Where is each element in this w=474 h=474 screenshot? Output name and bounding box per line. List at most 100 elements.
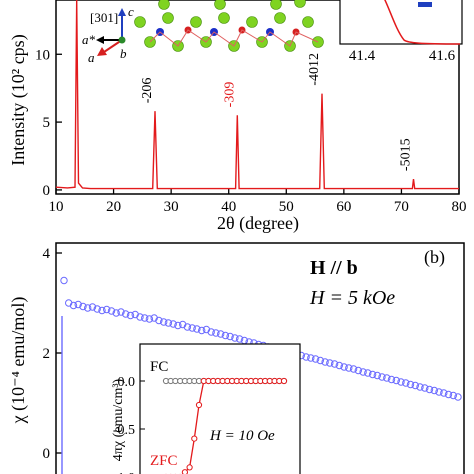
b-data-point	[169, 320, 177, 328]
a-xlabel: 2θ (degree)	[217, 213, 299, 234]
axis-a-arrow	[103, 39, 123, 53]
a-y-ticks: 0 5 10	[35, 47, 62, 199]
a-frame	[55, 0, 460, 195]
b-data-point	[392, 376, 400, 385]
axis-astar-label: a*	[82, 32, 96, 47]
b-data-point	[416, 383, 424, 391]
b-inset-zfc-point	[191, 435, 198, 442]
b-inset-zfc-label: ZFC	[150, 453, 178, 469]
b-data-point	[212, 329, 220, 337]
b-data-point	[326, 359, 334, 367]
b-data-point	[117, 308, 125, 316]
b-data-point	[103, 305, 111, 314]
b-data-point	[444, 390, 453, 399]
atom-green	[162, 12, 174, 24]
b-data-point	[354, 366, 362, 375]
b-data-point	[145, 315, 154, 323]
b-data-point	[387, 375, 396, 384]
atom-green	[270, 0, 282, 10]
b-field-value: H = 5 kOe	[309, 287, 395, 309]
a-x-tick-label: 10	[49, 199, 64, 215]
b-data-point	[349, 365, 358, 373]
b-data-point	[217, 330, 225, 338]
atom-green	[134, 16, 146, 28]
a-x-tick-label: 40	[221, 199, 236, 215]
b-frame	[55, 242, 465, 474]
a-peak-label: -5015	[399, 138, 414, 171]
b-data-point	[60, 276, 68, 285]
b-inset-y-ticks: 0.0 -0.5 -1.0	[113, 375, 145, 474]
b-data-point	[435, 388, 443, 396]
b-panel-label: (b)	[424, 247, 445, 268]
b-data-point	[93, 305, 101, 313]
b-y-tick-label: 2	[43, 346, 51, 362]
b-data-point	[316, 356, 324, 365]
axis-b-label: b	[120, 46, 127, 61]
b-data-point	[79, 302, 87, 311]
b-data-point	[193, 325, 201, 333]
atom-green	[214, 0, 226, 10]
b-data-point	[88, 303, 97, 311]
b-data-point	[368, 370, 377, 379]
b-data-point	[231, 334, 239, 342]
atom-green	[274, 12, 286, 24]
b-ylabel: χ (10⁻⁴ emu/mol)	[8, 297, 29, 425]
b-data-point	[126, 311, 135, 320]
b-data-point	[164, 319, 173, 327]
a-zoom-inset: 41.4 41.6	[339, 0, 463, 64]
b-data-point	[188, 324, 196, 332]
b-data-point	[302, 353, 310, 361]
a-zoom-tick-1: 41.4	[349, 48, 376, 64]
a-y-tick-label: 10	[35, 47, 50, 63]
a-peak-label: -4012	[307, 53, 322, 86]
b-data-point	[430, 386, 438, 395]
dir-label: [301]	[90, 10, 118, 25]
b-data-point	[74, 300, 82, 309]
atom-green	[246, 16, 258, 28]
a-x-tick-label: 30	[164, 199, 179, 215]
b-field-direction: H // b	[310, 257, 358, 279]
axis-a-label: a	[88, 50, 95, 65]
b-data-point	[307, 354, 315, 362]
b-data-point	[397, 378, 405, 386]
b-data-point	[378, 373, 386, 381]
b-data-point	[335, 361, 343, 370]
a-zoom-peak	[384, 0, 461, 45]
a-ylabel: Intensity (10² cps)	[8, 34, 29, 165]
b-data-point	[69, 301, 78, 310]
a-zoom-tick-2: 41.6	[429, 48, 456, 64]
a-peak-labels: -206 -309 -4012 -5015	[140, 53, 413, 171]
b-inset-y-tick-label: -1.0	[113, 471, 135, 474]
a-x-tick-label: 50	[279, 199, 294, 215]
structure-inset: [301] c a* a b	[82, 0, 324, 65]
b-y-tick-label: 4	[43, 246, 51, 262]
b-data-point	[454, 393, 462, 401]
b-data-point	[330, 360, 339, 368]
crystal-structure	[134, 0, 324, 52]
b-data-point	[141, 314, 149, 322]
b-data-point	[84, 304, 92, 312]
atom-green	[218, 12, 230, 24]
a-y-tick-label: 0	[43, 183, 51, 199]
b-inset-zfc-point	[195, 401, 203, 409]
b-data-point	[425, 385, 434, 394]
b-data-point	[198, 326, 206, 335]
b-data-point	[183, 323, 192, 331]
panel-a: Intensity (10² cps) 0 5 10 10 20 30 40 50 60 70 8…	[8, 0, 467, 234]
bond-line	[149, 29, 319, 47]
axis-astar-arrowhead	[96, 36, 104, 44]
b-inset-zfc-point	[280, 377, 288, 385]
b-inset-y-tick-label: 0.0	[118, 375, 136, 390]
b-data-point	[364, 369, 372, 377]
b-inset-zfc-point	[181, 469, 188, 474]
b-data-point	[107, 307, 116, 315]
a-y-tick-label: 5	[43, 115, 51, 131]
atom-green	[158, 0, 170, 10]
b-data-point	[155, 316, 163, 325]
b-inset-y-tick-label: -0.5	[113, 423, 135, 438]
atom-green	[190, 16, 202, 28]
atom-green	[294, 0, 306, 8]
b-data-point	[411, 381, 419, 390]
b-data-point	[345, 364, 353, 372]
